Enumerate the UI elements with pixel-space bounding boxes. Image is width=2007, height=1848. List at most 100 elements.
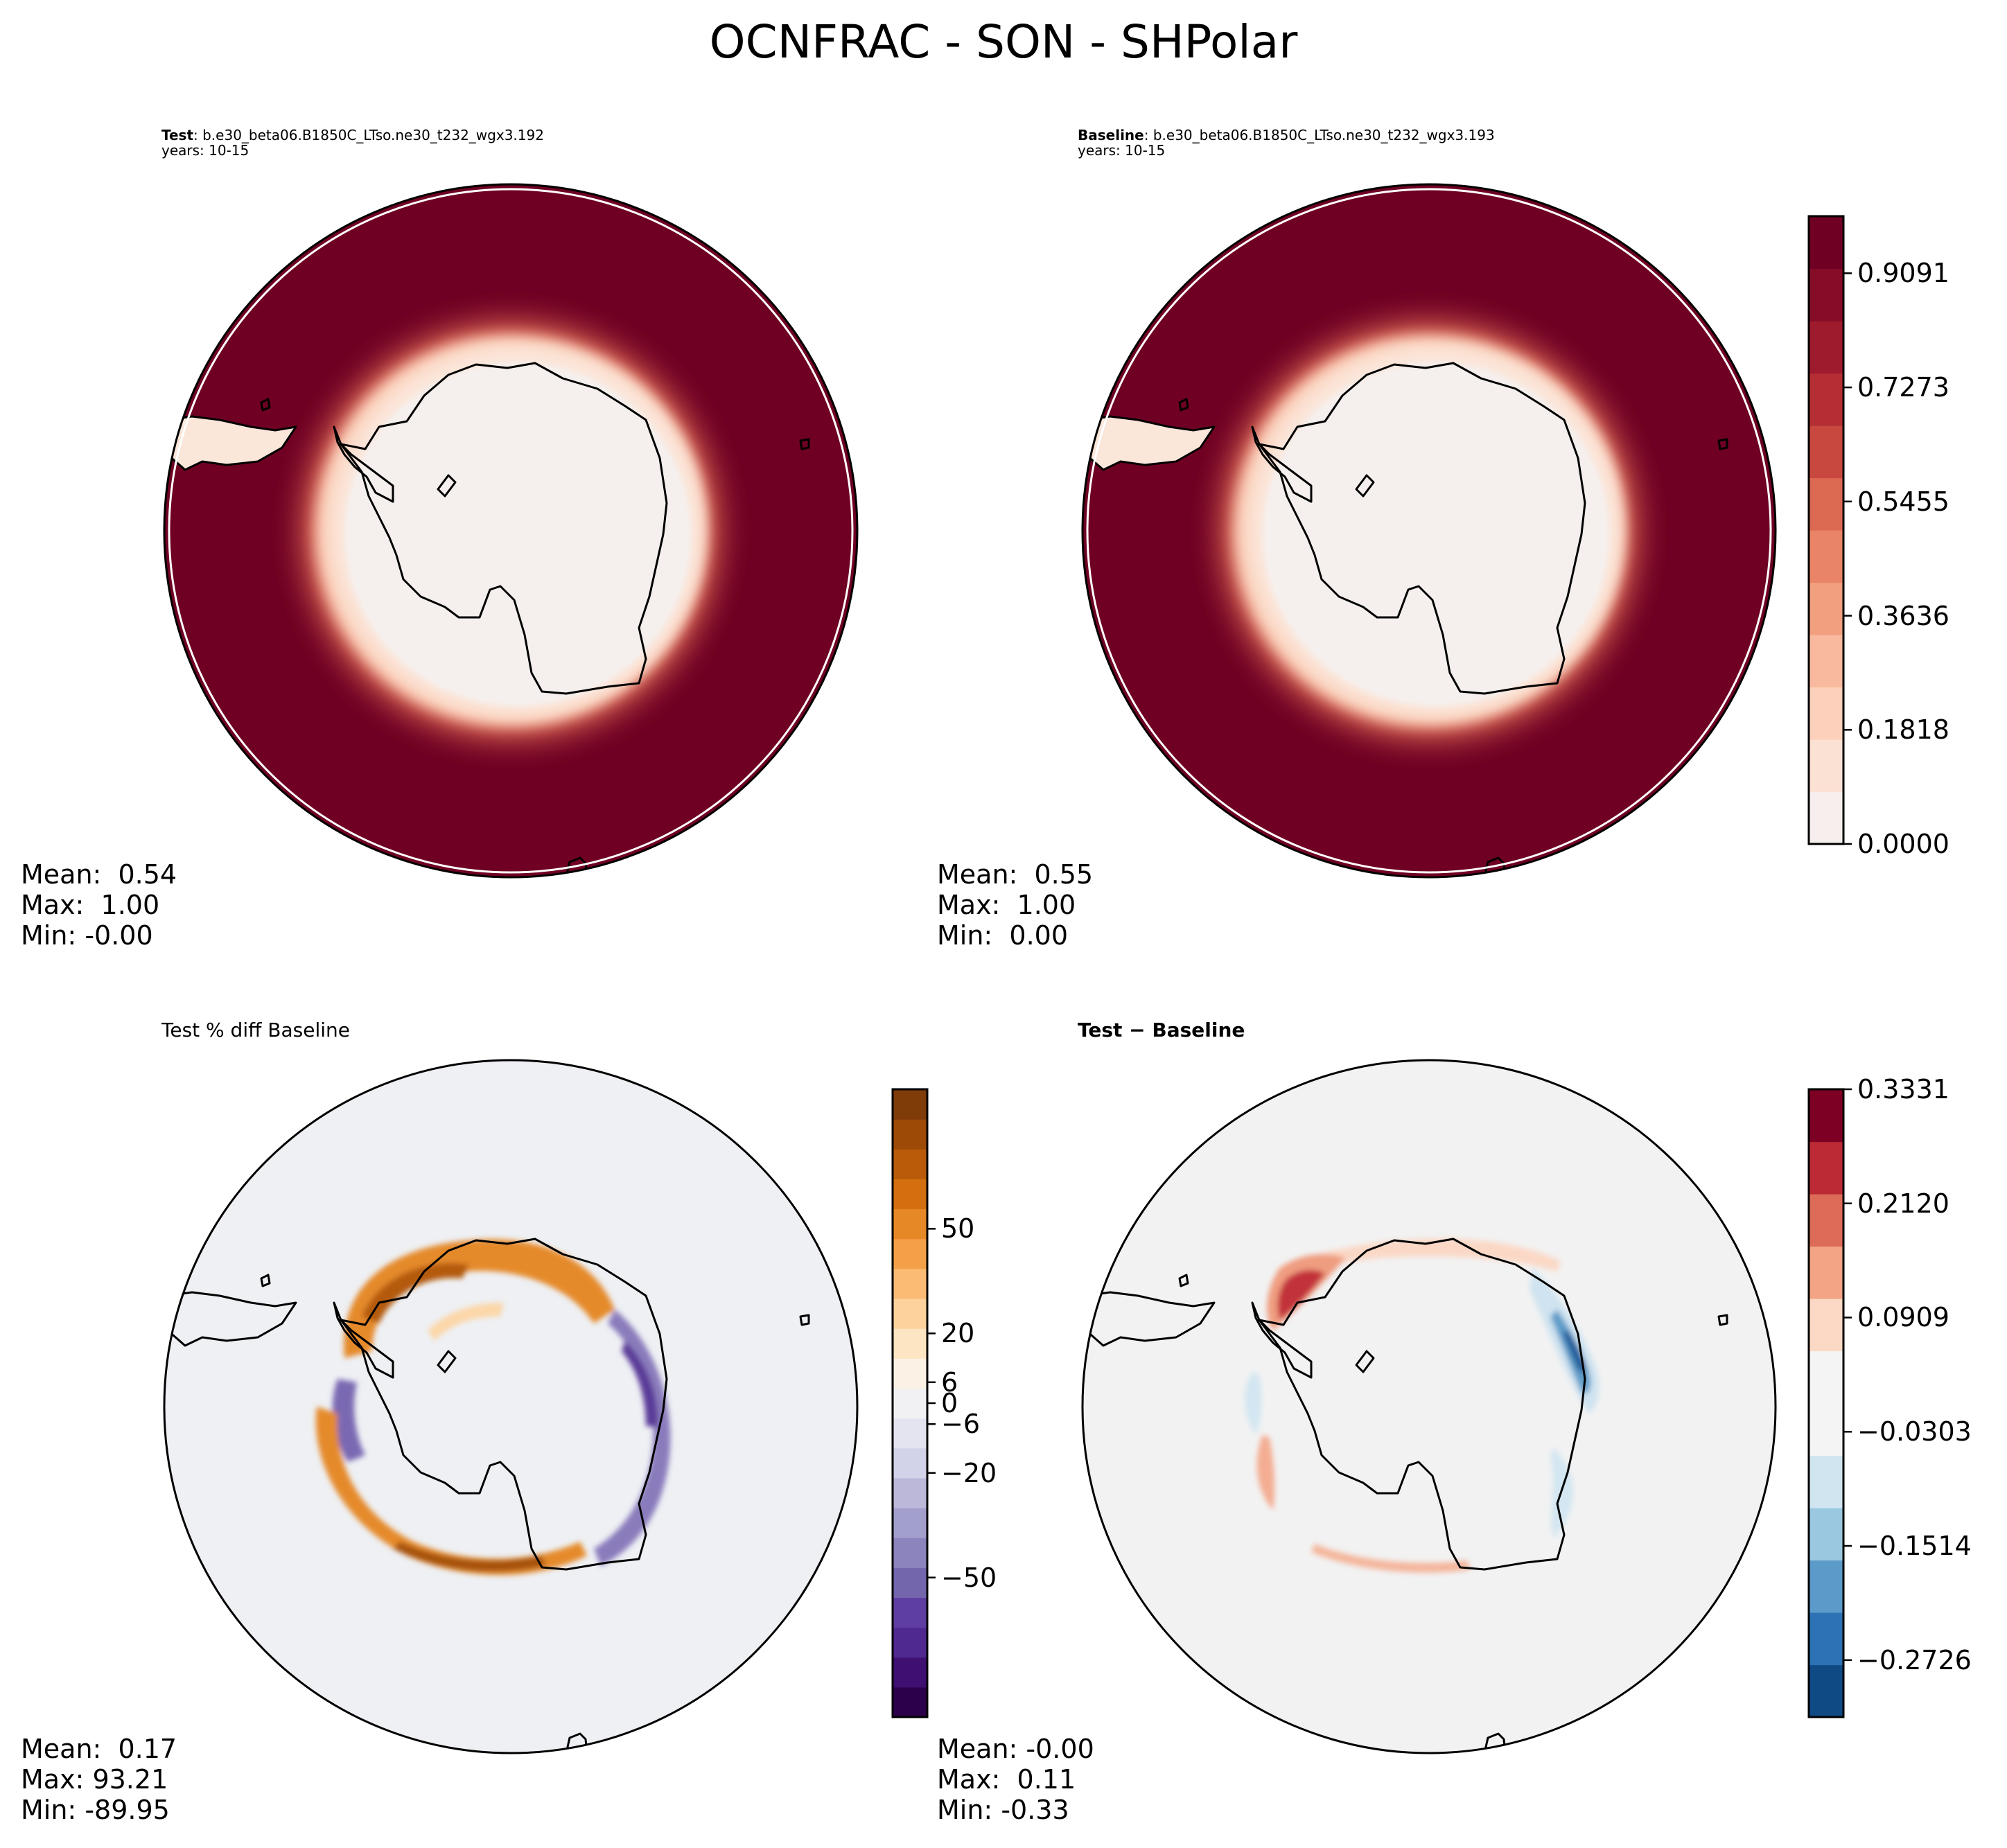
colorbar-segment: [1809, 1246, 1843, 1299]
positive-anomaly: [315, 1407, 587, 1576]
panel-test-title-bold: Test: [161, 127, 194, 143]
colorbar-diff: [1807, 1088, 1852, 1718]
colorbar-tick-label: 0.0000: [1857, 829, 1949, 859]
map-baseline: [1083, 184, 1776, 877]
stat-max-value: 1.00: [100, 890, 160, 920]
stat-min-value: -0.33: [1001, 1795, 1069, 1825]
colorbar-segment: [893, 1268, 927, 1299]
island-coastline: [1178, 1274, 1189, 1287]
colorbar-segment: [893, 1149, 927, 1180]
stat-mean-label: Mean:: [21, 1734, 119, 1764]
island-coastline: [1178, 398, 1189, 412]
stat-max-label: Max:: [21, 1764, 93, 1795]
colorbar-segment: [893, 1179, 927, 1210]
panel-diff-title: Test − Baseline: [1078, 1019, 1245, 1041]
colorbar-segment: [893, 1418, 927, 1449]
colorbar-segment: [1809, 1141, 1843, 1195]
colorbar-frame: [1807, 215, 1845, 845]
colorbar-tick-label: 0.7273: [1857, 372, 1949, 403]
colorbar-segment: [1809, 1194, 1843, 1247]
ice-shelf-coastline: [1355, 1350, 1375, 1373]
colorbar-segment: [893, 1358, 927, 1389]
map-baseline-border: [1081, 183, 1777, 879]
colorbar-segment: [1809, 791, 1843, 845]
island-coastline: [799, 1314, 810, 1326]
negative-anomaly-strong: [622, 1341, 658, 1427]
colorbar-segment: [1809, 321, 1843, 374]
island-coastline: [260, 398, 271, 412]
panel-test-stats: Mean: 0.54 Max: 1.00 Min: -0.00: [21, 859, 177, 951]
positive-anomaly-strong: [362, 1262, 469, 1323]
colorbar-segment: [893, 1119, 927, 1150]
stat-max-label: Max:: [937, 890, 1017, 920]
positive-difference: [1256, 1434, 1275, 1511]
colorbar-segment: [1809, 1350, 1843, 1404]
colorbar-tick-label: −0.1514: [1857, 1530, 1972, 1561]
island-coastline: [1717, 438, 1728, 450]
stat-max-label: Max:: [937, 1764, 1017, 1795]
stat-mean-label: Mean:: [21, 859, 119, 890]
panel-baseline-title-rest: : b.e30_beta06.B1850C_LTso.ne30_t232_wgx…: [1143, 127, 1495, 143]
colorbar-tick-label: 0.2120: [1857, 1188, 1949, 1219]
map-test-border: [163, 183, 859, 879]
island-coastline: [260, 1274, 271, 1287]
positive-anomaly: [344, 1239, 615, 1358]
stat-min-label: Min:: [937, 1795, 1001, 1825]
stat-min-value: -89.95: [85, 1795, 170, 1825]
panel-baseline-title-bold: Baseline: [1078, 127, 1144, 143]
colorbar-tick-label: −0.2726: [1857, 1644, 1972, 1675]
map-background: [1083, 1060, 1776, 1753]
map-test-inner-border: [168, 188, 854, 874]
colorbar-tick-label: 0.3636: [1857, 600, 1949, 631]
colorbar-segment: [893, 1299, 927, 1329]
colorbar-tick-label: 0.1818: [1857, 714, 1949, 746]
stat-max-label: Max:: [21, 890, 101, 920]
colorbar-segment: [1809, 1299, 1843, 1352]
map-background: [164, 1060, 857, 1753]
colorbar-segment: [1809, 373, 1843, 426]
colorbar-segment: [893, 1687, 927, 1718]
island-coastline: [1717, 1314, 1728, 1326]
stat-max-value: 1.00: [1017, 890, 1076, 920]
colorbar-segment: [1809, 1089, 1843, 1143]
colorbar-tick-label: 6: [941, 1366, 958, 1398]
panel-pctdiff-title: Test % diff Baseline: [161, 1019, 351, 1041]
colorbar-tick-label: −20: [941, 1457, 997, 1488]
colorbar-segment: [893, 1477, 927, 1508]
stat-mean-label: Mean:: [937, 1734, 1026, 1764]
colorbar-segment: [893, 1089, 927, 1120]
stat-min-label: Min:: [21, 1795, 85, 1825]
anomaly-patterns: [315, 1239, 671, 1576]
colorbar-segment: [893, 1567, 927, 1599]
colorbar-segment: [893, 1328, 927, 1359]
stat-mean-label: Mean:: [937, 859, 1035, 890]
map-pctdiff: [164, 1060, 857, 1753]
ice-shelf-coastline: [1355, 474, 1375, 498]
sea-ice-region: [344, 362, 691, 706]
colorbar-segment: [1809, 739, 1843, 793]
negative-difference-strong: [1563, 1330, 1586, 1373]
colorbar-segment: [1809, 1612, 1843, 1666]
colorbar-segment: [1809, 216, 1843, 270]
panel-baseline-title: Baseline: b.e30_beta06.B1850C_LTso.ne30_…: [1078, 127, 1495, 158]
map-baseline-inner-border: [1086, 188, 1772, 874]
colorbar-baseline: [1807, 215, 1852, 845]
negative-anomaly: [332, 1379, 365, 1462]
colorbar-segment: [893, 1508, 927, 1538]
colorbar-tick-label: 50: [941, 1213, 975, 1244]
colorbar-segment: [1809, 1403, 1843, 1457]
panel-test-title: Test: b.e30_beta06.B1850C_LTso.ne30_t232…: [161, 127, 544, 158]
stat-min-value: 0.00: [1009, 920, 1068, 951]
positive-anomaly-strong: [393, 1542, 545, 1572]
colorbar-tick-label: −50: [941, 1562, 997, 1593]
positive-difference-strong: [1277, 1269, 1325, 1320]
stat-min-value: -0.00: [85, 920, 153, 951]
panel-diff-stats: Mean: -0.00 Max: 0.11 Min: -0.33: [937, 1734, 1094, 1825]
colorbar-segment: [893, 1538, 927, 1568]
colorbar-tick-label: −6: [941, 1409, 981, 1440]
colorbar-segment: [893, 1447, 927, 1479]
colorbar-tick-label: 20: [941, 1318, 975, 1349]
map-diff-border: [1081, 1059, 1777, 1754]
colorbar-tick-label: 0: [941, 1388, 958, 1418]
